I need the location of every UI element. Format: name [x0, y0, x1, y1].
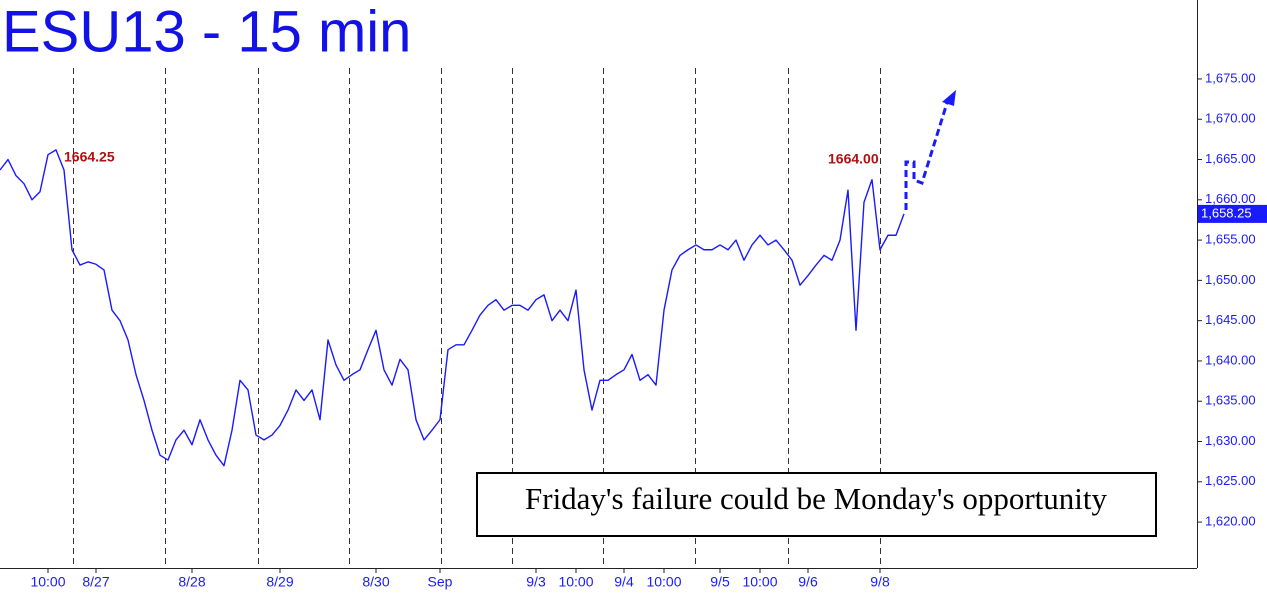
- forecast-arrow: [904, 102, 949, 210]
- y-tick-label: 1,640.00: [1205, 352, 1256, 367]
- x-tick-label: 8/28: [178, 574, 205, 590]
- price-line: [0, 149, 905, 467]
- x-tick-label: 9/6: [798, 574, 818, 590]
- y-tick-label: 1,650.00: [1205, 272, 1256, 287]
- x-tick-label: 9/3: [526, 574, 546, 590]
- y-tick-label: 1,665.00: [1205, 151, 1256, 166]
- x-tick-label: 10:00: [646, 574, 681, 590]
- forecast-arrowhead: [942, 90, 956, 106]
- y-tick-label: 1,655.00: [1205, 232, 1256, 247]
- annotation: 1664.00: [828, 151, 879, 167]
- session-separators: [73, 68, 881, 568]
- x-tick-label: 10:00: [558, 574, 593, 590]
- x-tick-label: 8/30: [362, 574, 389, 590]
- y-tick-label: 1,620.00: [1205, 514, 1256, 529]
- y-tick-label: 1,660.00: [1205, 191, 1256, 206]
- x-tick-label: 8/29: [266, 574, 293, 590]
- y-tick-label: 1,645.00: [1205, 312, 1256, 327]
- note: Friday's failure could be Monday's oppor…: [525, 481, 1107, 516]
- last-price-box: [1198, 204, 1267, 223]
- annotation: 1664.25: [64, 149, 115, 165]
- x-tick-label: 9/4: [614, 574, 634, 590]
- x-tick-label: 10:00: [742, 574, 777, 590]
- x-tick-label: 8/27: [82, 574, 109, 590]
- y-tick-label: 1,630.00: [1205, 433, 1256, 448]
- chart-title: ESU13 - 15 min: [2, 0, 411, 64]
- y-tick-label: 1,670.00: [1205, 111, 1256, 126]
- x-tick-label: 9/5: [710, 574, 730, 590]
- note-box: [476, 472, 1157, 537]
- y-tick-label: 1,635.00: [1205, 393, 1256, 408]
- last-price-label: 1,658.25: [1201, 205, 1252, 220]
- x-tick-label: Sep: [428, 574, 453, 590]
- y-tick-label: 1,625.00: [1205, 473, 1256, 488]
- y-tick-label: 1,675.00: [1205, 70, 1256, 85]
- x-tick-label: 10:00: [30, 574, 65, 590]
- x-tick-label: 9/8: [870, 574, 890, 590]
